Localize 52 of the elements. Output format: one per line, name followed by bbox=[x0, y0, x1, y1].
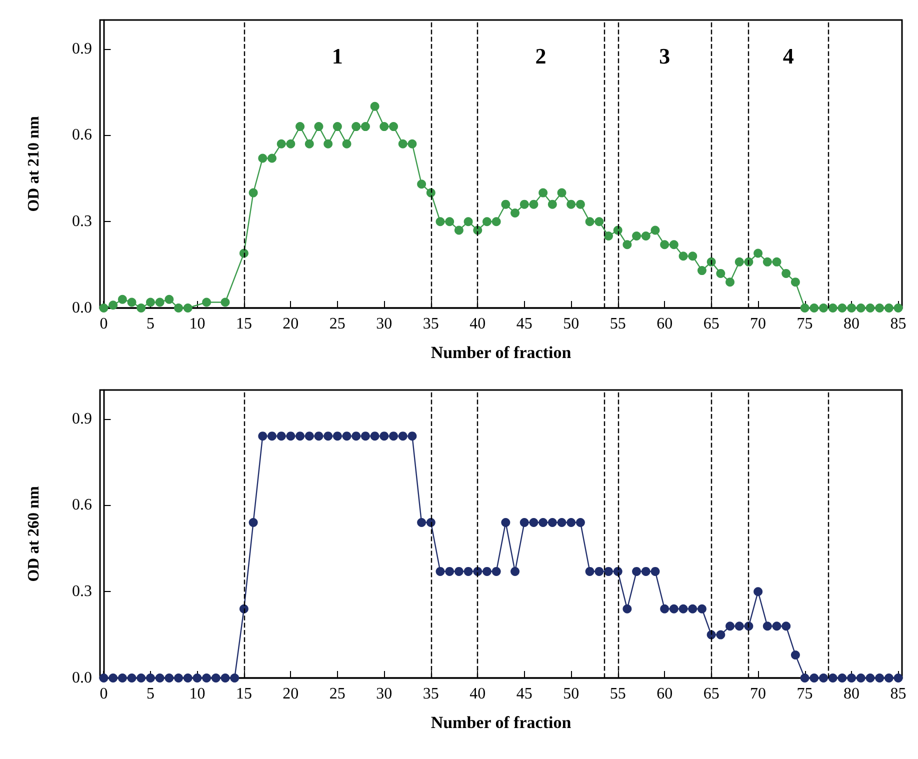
x-tick-label: 50 bbox=[563, 686, 580, 702]
x-tick-label: 65 bbox=[703, 686, 720, 702]
annotation: 2 bbox=[535, 44, 546, 68]
y-tick-label: 0.9 bbox=[72, 40, 92, 58]
x-tick-label: 45 bbox=[516, 316, 532, 332]
y-axis-title: OD at 210 nm bbox=[26, 116, 42, 212]
x-tick-label: 15 bbox=[236, 316, 252, 332]
x-tick-label: 65 bbox=[703, 316, 720, 332]
x-tick-label: 60 bbox=[656, 316, 673, 332]
x-tick-label: 5 bbox=[146, 686, 154, 702]
x-tick-label: 30 bbox=[376, 686, 392, 702]
x-tick-label: 50 bbox=[563, 316, 580, 332]
x-tick-label: 45 bbox=[516, 686, 532, 702]
y-tick-label: 0.6 bbox=[72, 496, 92, 514]
x-tick-label: 80 bbox=[844, 686, 860, 702]
annotation: 4 bbox=[782, 44, 794, 68]
x-tick-label: 70 bbox=[750, 316, 766, 332]
y-tick-label: 0.0 bbox=[72, 670, 92, 686]
x-tick-label: 70 bbox=[750, 686, 766, 702]
x-tick-label: 25 bbox=[329, 316, 346, 332]
x-tick-label: 60 bbox=[656, 686, 673, 702]
y-tick-label: 0.9 bbox=[72, 410, 92, 428]
y-tick-label: 0.0 bbox=[72, 300, 92, 316]
x-tick-label: 80 bbox=[844, 316, 860, 332]
annotation: 3 bbox=[659, 44, 670, 68]
x-tick-label: 35 bbox=[422, 686, 439, 702]
x-tick-label: 40 bbox=[470, 316, 486, 332]
x-tick-label: 10 bbox=[189, 686, 206, 702]
y-tick-label: 0.6 bbox=[72, 126, 92, 144]
x-tick-label: 25 bbox=[329, 686, 346, 702]
x-tick-label: 85 bbox=[890, 686, 906, 702]
x-tick-label: 30 bbox=[376, 316, 392, 332]
x-tick-label: 15 bbox=[236, 686, 252, 702]
annotation: 1 bbox=[332, 44, 343, 68]
y-axis-title: OD at 260 nm bbox=[26, 486, 42, 582]
x-axis-title: Number of fraction bbox=[430, 713, 572, 732]
x-tick-label: 85 bbox=[890, 316, 906, 332]
x-tick-label: 40 bbox=[470, 686, 486, 702]
x-tick-label: 75 bbox=[796, 686, 813, 702]
x-tick-label: 55 bbox=[610, 686, 626, 702]
x-tick-label: 20 bbox=[282, 316, 299, 332]
x-tick-label: 10 bbox=[189, 316, 206, 332]
x-tick-label: 0 bbox=[100, 686, 108, 702]
x-tick-label: 75 bbox=[796, 316, 813, 332]
y-tick-label: 0.3 bbox=[72, 213, 92, 230]
x-tick-label: 5 bbox=[146, 316, 154, 332]
x-tick-label: 0 bbox=[100, 316, 108, 332]
x-tick-label: 20 bbox=[282, 686, 299, 702]
y-tick-label: 0.3 bbox=[72, 583, 92, 600]
x-tick-label: 35 bbox=[422, 316, 439, 332]
x-tick-label: 55 bbox=[610, 316, 626, 332]
x-axis-title: Number of fraction bbox=[430, 343, 572, 362]
